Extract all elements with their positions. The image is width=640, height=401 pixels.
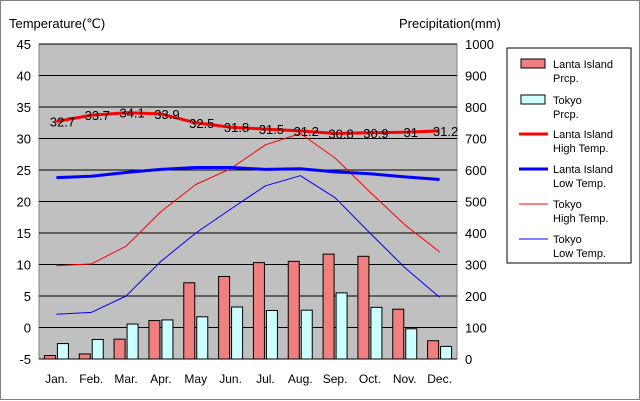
left-tick-label: 30 [17, 132, 31, 147]
legend-label-line1: Tokyo [553, 234, 582, 246]
line-tokyo-high-temp [56, 133, 440, 267]
legend-label-line1: Lanta Island [553, 59, 613, 71]
x-tick-label: Oct. [359, 372, 381, 386]
x-tick-label: Mar. [114, 372, 137, 386]
bar-lanta-prcp [287, 260, 300, 360]
bar-tokyo-prcp [405, 328, 418, 360]
data-label-lanta-high: 31 [404, 125, 418, 140]
legend-label-line1: Tokyo [553, 95, 582, 107]
line-lanta-low-temp [56, 166, 440, 181]
x-tick-label: May [184, 372, 207, 386]
right-tick-label: 400 [465, 226, 487, 241]
data-label-lanta-high: 31.2 [433, 124, 458, 139]
right-tick-label: 600 [465, 163, 487, 178]
legend-label-line2: Low Temp. [553, 248, 606, 260]
legend-swatch-tokyo-prcp [520, 94, 546, 105]
right-tick-label: 0 [465, 352, 472, 367]
data-label-lanta-high: 34.1 [119, 106, 144, 121]
right-tick-label: 500 [465, 195, 487, 210]
bar-tokyo-prcp [370, 306, 383, 360]
data-label-lanta-high: 33.9 [154, 107, 179, 122]
axis-layer: -5 0 0 100 5 200 10 300 15 400 20 500 25 600 30 700 35 80… [17, 37, 494, 386]
right-tick-label: 700 [465, 132, 487, 147]
legend-label-line2: Prcp. [553, 109, 579, 121]
bar-lanta-prcp [357, 255, 370, 360]
line-layer [56, 111, 440, 315]
left-tick-label: 40 [17, 69, 31, 84]
bar-tokyo-prcp [335, 292, 348, 360]
legend-label-line2: Low Temp. [553, 178, 606, 190]
bar-tokyo-prcp [161, 319, 174, 360]
line-lanta-high-temp [56, 111, 440, 135]
left-tick-label: 0 [24, 321, 31, 336]
left-tick-label: 10 [17, 258, 31, 273]
x-tick-label: Feb. [79, 372, 103, 386]
x-tick-label: Apr. [150, 372, 171, 386]
data-label-lanta-high: 30.9 [363, 126, 388, 141]
left-tick-label: 25 [17, 163, 31, 178]
right-tick-label: 1000 [465, 37, 494, 52]
legend-box [506, 47, 632, 264]
legend: Lanta Island Prcp. Tokyo Prcp. Lanta Island H… [506, 47, 632, 264]
bar-lanta-prcp [392, 308, 405, 360]
x-tick-label: Nov. [393, 372, 417, 386]
bar-lanta-prcp [43, 355, 56, 360]
right-tick-label: 200 [465, 289, 487, 304]
bar-lanta-prcp [252, 262, 265, 360]
right-tick-label: 900 [465, 69, 487, 84]
data-label-lanta-high: 31.2 [294, 124, 319, 139]
data-label-lanta-high: 30.8 [328, 126, 353, 141]
bar-tokyo-prcp [300, 309, 313, 360]
legend-swatch-lanta-prcp [520, 58, 546, 69]
legend-label-line2: High Temp. [553, 143, 608, 155]
legend-label-line2: High Temp. [553, 213, 608, 225]
left-tick-label: 20 [17, 195, 31, 210]
bar-tokyo-prcp [126, 323, 139, 360]
bar-lanta-prcp [148, 320, 161, 360]
bar-tokyo-prcp [231, 306, 244, 360]
legend-label-line1: Lanta Island [553, 129, 613, 141]
data-label-lanta-high: 31.5 [259, 122, 284, 137]
data-label-lanta-high: 32.7 [50, 114, 75, 129]
x-tick-label: Sep. [323, 372, 348, 386]
line-tokyo-low-temp [56, 175, 440, 315]
left-tick-label: 45 [17, 37, 31, 52]
x-tick-label: Aug. [288, 372, 313, 386]
bar-tokyo-prcp [91, 338, 104, 360]
left-tick-label: 15 [17, 226, 31, 241]
left-tick-label: 5 [24, 289, 31, 304]
data-label-lanta-high: 33.7 [85, 108, 110, 123]
right-tick-label: 800 [465, 100, 487, 115]
bar-lanta-prcp [218, 275, 231, 360]
data-label-lanta-high: 32.5 [189, 116, 214, 131]
bar-tokyo-prcp [265, 309, 278, 360]
legend-label-line1: Lanta Island [553, 164, 613, 176]
bar-tokyo-prcp [56, 343, 69, 360]
bar-tokyo-prcp [440, 345, 453, 360]
legend-label-line2: Prcp. [553, 73, 579, 85]
left-tick-label: 35 [17, 100, 31, 115]
bar-layer [43, 253, 453, 360]
bar-lanta-prcp [183, 282, 196, 360]
left-tick-label: -5 [19, 352, 31, 367]
data-label-layer: 32.7 33.7 34.1 33.9 32.5 31.8 31.5 31.2 30.8 30.9… [50, 106, 458, 142]
bar-lanta-prcp [427, 340, 440, 360]
bar-lanta-prcp [322, 253, 335, 360]
bar-lanta-prcp [113, 338, 126, 360]
x-tick-label: Dec. [427, 372, 452, 386]
x-tick-label: Jul. [256, 372, 275, 386]
x-tick-label: Jan. [45, 372, 68, 386]
grid-layer [39, 43, 457, 360]
data-label-lanta-high: 31.8 [224, 120, 249, 135]
right-axis-title: Precipitation(mm) [399, 16, 501, 31]
bar-lanta-prcp [78, 353, 91, 360]
right-tick-label: 100 [465, 321, 487, 336]
left-axis-title: Temperature(℃) [9, 16, 105, 31]
x-tick-label: Jun. [219, 372, 242, 386]
bar-tokyo-prcp [196, 316, 209, 360]
right-tick-label: 300 [465, 258, 487, 273]
legend-label-line1: Tokyo [553, 199, 582, 211]
